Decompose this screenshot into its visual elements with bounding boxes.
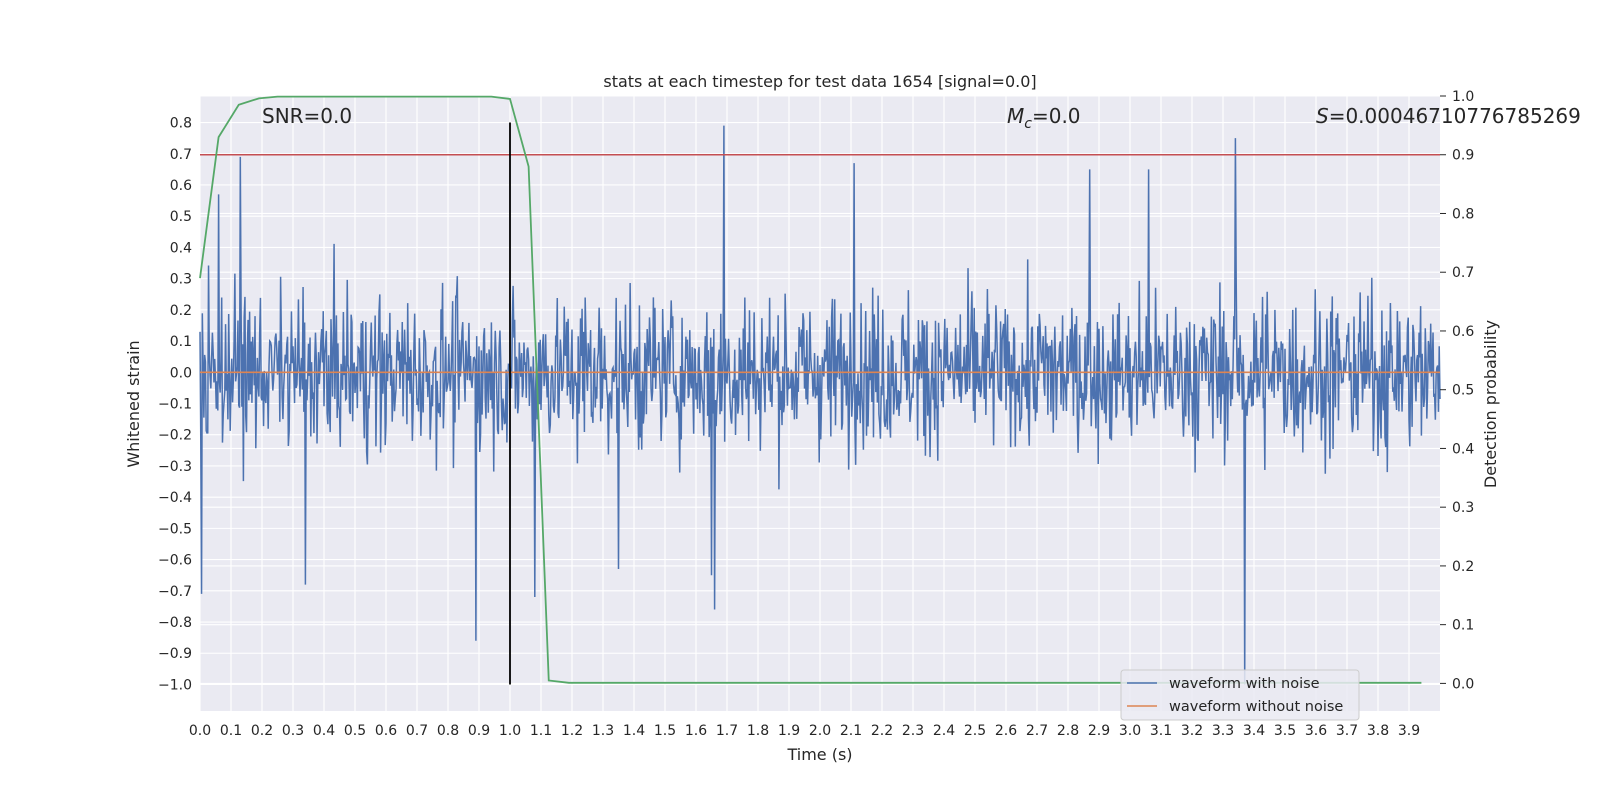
s-value: =0.0004671077678526​9 <box>1329 104 1581 128</box>
y-left-tick-label: 0.3 <box>170 272 192 288</box>
y-left-tick-label: 0.4 <box>170 240 192 256</box>
y-left-tick-label: −0.8 <box>158 615 192 631</box>
x-tick-label: 3.7 <box>1336 723 1358 739</box>
mc-value: =0.0 <box>1032 104 1081 128</box>
x-tick-label: 3.8 <box>1367 723 1389 739</box>
y-left-tick-label: −0.4 <box>158 490 192 506</box>
y-right-tick-label: 1.0 <box>1452 89 1474 105</box>
x-tick-label: 0.6 <box>375 723 397 739</box>
x-tick-label: 2.6 <box>995 723 1017 739</box>
y-left-tick-label: 0.2 <box>170 303 192 319</box>
snr-annotation: SNR=0.0 <box>262 104 352 128</box>
x-tick-label: 3.1 <box>1150 723 1172 739</box>
y-axis-right-label: Detection probability <box>1481 320 1500 488</box>
y-axis-right-ticks: 1.0 0.9 0.8 0.7 0.6 0.5 0.4 0.3 0.2 0.1 0.0 <box>1440 89 1474 692</box>
x-tick-label: 2.4 <box>933 723 955 739</box>
y-right-tick-label: 0.6 <box>1452 324 1474 340</box>
x-tick-label: 1.7 <box>716 723 738 739</box>
y-left-tick-label: −0.3 <box>158 459 192 475</box>
x-axis-label: Time (s) <box>786 745 852 764</box>
y-left-tick-label: −0.6 <box>158 553 192 569</box>
y-right-tick-label: 0.9 <box>1452 148 1474 164</box>
legend: waveform with noise waveform without noi… <box>1120 669 1360 721</box>
x-axis-ticks: 0.0 0.1 0.2 0.3 0.4 0.5 0.6 0.7 0.8 0.9 1.0 1.1 1.2 1… <box>189 723 1420 739</box>
y-left-tick-label: 0.1 <box>170 334 192 350</box>
x-tick-label: 0.9 <box>468 723 490 739</box>
mc-symbol: M <box>1007 104 1024 128</box>
x-tick-label: 1.3 <box>592 723 614 739</box>
y-right-tick-label: 0.5 <box>1452 383 1474 399</box>
legend-box <box>1120 669 1360 721</box>
y-left-tick-label: 0.6 <box>170 178 192 194</box>
legend-label-noise: waveform with noise <box>1169 676 1320 692</box>
x-tick-label: 1.0 <box>499 723 521 739</box>
chart-title: stats at each timestep for test data 165… <box>603 72 1036 91</box>
y-right-tick-label: 0.8 <box>1452 206 1474 222</box>
x-tick-label: 3.2 <box>1181 723 1203 739</box>
y-axis-left-label: Whitened strain <box>124 340 143 467</box>
x-tick-label: 0.7 <box>406 723 428 739</box>
x-tick-label: 0.1 <box>220 723 242 739</box>
x-tick-label: 3.4 <box>1243 723 1265 739</box>
y-left-tick-label: 0.8 <box>170 116 192 132</box>
noise-series <box>199 125 1441 685</box>
x-tick-label: 1.2 <box>561 723 583 739</box>
x-tick-label: 1.9 <box>778 723 800 739</box>
mc-subscript: c <box>1024 116 1032 132</box>
y-right-tick-label: 0.2 <box>1452 559 1474 575</box>
x-tick-label: 1.4 <box>623 723 645 739</box>
line-series <box>199 95 1440 685</box>
x-tick-label: 2.3 <box>902 723 924 739</box>
x-tick-label: 2.9 <box>1088 723 1110 739</box>
y-left-tick-label: 0.7 <box>170 147 192 163</box>
x-tick-label: 0.8 <box>437 723 459 739</box>
y-axis-left-ticks: 0.8 0.7 0.6 0.5 0.4 0.3 0.2 0.1 0.0 −0.1 −0.2 −0.3 −… <box>158 116 192 694</box>
y-right-tick-label: 0.1 <box>1452 618 1474 634</box>
waveform-with-noise-line <box>199 125 1441 685</box>
x-tick-label: 3.6 <box>1305 723 1327 739</box>
x-tick-label: 0.4 <box>313 723 335 739</box>
s-symbol: S <box>1316 104 1329 128</box>
x-tick-label: 1.5 <box>654 723 676 739</box>
y-right-tick-label: 0.4 <box>1452 441 1474 457</box>
x-tick-label: 3.0 <box>1119 723 1141 739</box>
x-tick-label: 2.8 <box>1057 723 1079 739</box>
x-tick-label: 2.2 <box>871 723 893 739</box>
y-right-tick-label: 0.7 <box>1452 265 1474 281</box>
s-annotation: S=0.0004671077678526​9 <box>1316 104 1581 128</box>
y-left-tick-label: 0.5 <box>170 209 192 225</box>
y-left-tick-label: 0.0 <box>170 365 192 381</box>
y-right-tick-label: 0.0 <box>1452 676 1474 692</box>
x-tick-label: 3.3 <box>1212 723 1234 739</box>
y-left-tick-label: −0.1 <box>158 397 192 413</box>
x-tick-label: 0.0 <box>189 723 211 739</box>
detection-probability-line <box>199 95 1422 684</box>
y-left-tick-label: −0.2 <box>158 428 192 444</box>
x-tick-label: 0.3 <box>282 723 304 739</box>
y-right-tick-label: 0.3 <box>1452 500 1474 516</box>
x-tick-label: 2.1 <box>840 723 862 739</box>
y-left-tick-label: −0.9 <box>158 646 192 662</box>
x-tick-label: 2.0 <box>809 723 831 739</box>
x-tick-label: 3.9 <box>1398 723 1420 739</box>
x-tick-label: 2.7 <box>1026 723 1048 739</box>
x-tick-label: 0.2 <box>251 723 273 739</box>
mc-annotation: Mc=0.0 <box>1007 104 1081 132</box>
y-left-tick-label: −1.0 <box>158 677 192 693</box>
x-tick-label: 3.5 <box>1274 723 1296 739</box>
x-tick-label: 1.6 <box>685 723 707 739</box>
x-tick-label: 2.5 <box>964 723 986 739</box>
x-tick-label: 1.8 <box>747 723 769 739</box>
y-left-tick-label: −0.5 <box>158 521 192 537</box>
legend-label-clean: waveform without noise <box>1169 699 1343 715</box>
y-left-tick-label: −0.7 <box>158 584 192 600</box>
x-tick-label: 1.1 <box>530 723 552 739</box>
x-tick-label: 0.5 <box>344 723 366 739</box>
